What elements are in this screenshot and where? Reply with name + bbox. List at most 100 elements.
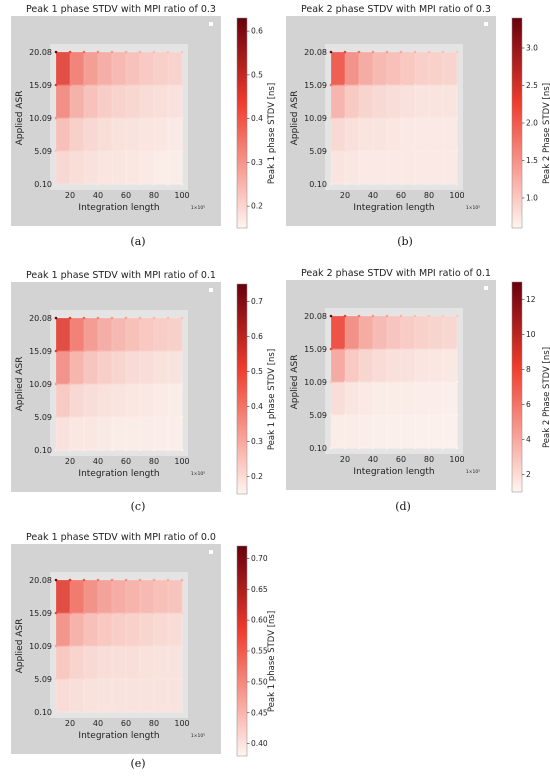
data-point [96,149,100,153]
heatmap-cell [56,85,71,119]
heatmap-svg: Peak 1 phase STDV with MPI ratio of 0.3 2… [11,4,277,229]
heatmap-cell [401,382,416,416]
heatmap-cell [84,613,99,647]
data-point [343,314,347,318]
data-point [110,448,114,452]
heatmap-cell [70,52,85,86]
data-point [96,710,100,714]
data-point [455,149,459,153]
colorbar-label: Peak 1 phase STDV [ns] [267,611,277,712]
heatmap-cell [112,85,127,119]
heatmap-cell [168,613,183,647]
heatmap-cell [154,613,169,647]
data-point [68,415,72,419]
heatmap-cell [140,679,155,713]
heatmap-cell [168,52,183,86]
data-point [124,316,128,320]
data-point [441,182,445,186]
heatmap-cell [429,349,444,383]
colorbar-tick-label: 0.45 [251,708,268,717]
heatmap-cell [140,52,155,86]
heatmap-cell [84,384,99,418]
heatmap-cell [140,417,155,451]
data-point [96,116,100,120]
data-point [68,50,72,54]
colorbar-label: Peak 1 phase STDV [ns] [267,83,277,184]
heatmap-svg: Peak 2 phase STDV with MPI ratio of 0.1 2… [286,268,550,493]
colorbar-tick-label: 0.50 [251,677,268,686]
data-point [441,413,445,417]
y-tick-label: 20.08 [29,576,52,585]
heatmap-cell [429,52,444,86]
heatmap-cell [126,384,141,418]
heatmap-cell [84,351,99,385]
heatmap-cell [140,351,155,385]
data-point [166,83,170,87]
heatmap-cell [359,151,374,185]
data-point [54,644,58,648]
data-point [371,380,375,384]
x-tick-label: 40 [368,455,378,464]
data-point [371,446,375,450]
data-point [180,149,184,153]
data-point [110,316,114,320]
heatmap-cell [415,382,430,416]
data-point [96,611,100,615]
data-point [399,149,403,153]
data-point [124,382,128,386]
data-point [138,116,142,120]
heatmap-cell [70,679,85,713]
data-point [166,182,170,186]
heatmap-cell [429,415,444,449]
heatmap-cell [84,417,99,451]
data-point [413,380,417,384]
data-point [166,316,170,320]
heatmap-cell [98,613,113,647]
heatmap-cell [140,85,155,119]
data-point [371,182,375,186]
colorbar-label: Peak 2 Phase STDV [ns] [542,347,550,448]
data-point [166,611,170,615]
chart-title: Peak 1 phase STDV with MPI ratio of 0.3 [26,4,216,15]
colorbar-tick-label: 4 [526,435,531,444]
data-point [54,83,58,87]
heatmap-cell [387,415,402,449]
data-point [110,349,114,353]
heatmap-cell [331,85,346,119]
heatmap-cell [126,85,141,119]
y-tick-label: 15.09 [304,81,327,90]
x-multiplier-label: 1×10⁵ [191,205,205,211]
heatmap-cell [84,580,99,614]
heatmap-cell [345,151,360,185]
data-point [343,116,347,120]
data-point [413,116,417,120]
data-point [68,448,72,452]
x-tick-label: 60 [396,191,406,200]
heatmap-cell [443,52,458,86]
data-point [54,415,58,419]
data-point [371,149,375,153]
data-point [68,677,72,681]
heatmap-cell [373,85,388,119]
data-point [357,314,361,318]
y-axis-label: Applied ASR [290,91,300,146]
heatmap-cell [443,415,458,449]
data-point [427,50,431,54]
heatmap-cell [331,316,346,350]
data-point [180,382,184,386]
heatmap-cell [140,580,155,614]
heatmap-cell [56,417,71,451]
heatmap-cell [168,151,183,185]
heatmap-cell [112,580,127,614]
data-point [138,50,142,54]
heatmap-cell [429,85,444,119]
y-axis-label: Applied ASR [15,357,25,412]
data-point [152,349,156,353]
data-point [427,182,431,186]
y-tick-label: 0.10 [34,180,52,189]
data-point [385,50,389,54]
data-point [455,380,459,384]
data-point [441,116,445,120]
data-point [54,578,58,582]
heatmap-cell [387,382,402,416]
